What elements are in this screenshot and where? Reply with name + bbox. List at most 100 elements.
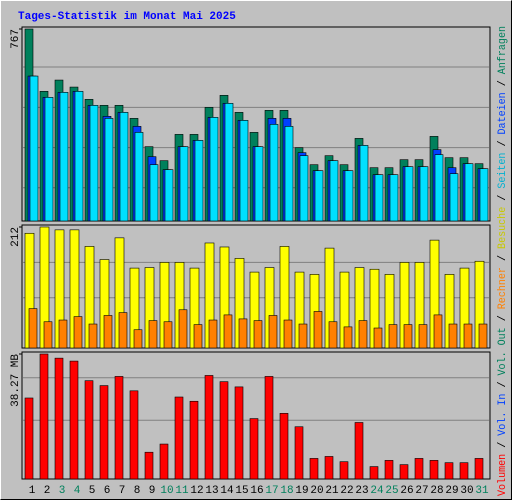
x-tick-label: 2 [44, 485, 51, 497]
bar [279, 413, 289, 480]
bar [164, 169, 174, 222]
bar [414, 458, 424, 480]
bar [343, 326, 353, 349]
bar [104, 118, 114, 222]
y-tick-label: 38.27 MB [10, 354, 22, 407]
x-tick-label: 14 [220, 485, 234, 497]
bar [129, 390, 139, 480]
bar [444, 462, 454, 480]
bar [219, 381, 229, 480]
bar [58, 319, 68, 349]
bar [223, 314, 233, 349]
legend-entry: Dateien [497, 92, 509, 134]
bar [404, 166, 414, 222]
bar [24, 397, 34, 480]
legend-entry: Seiten [497, 153, 509, 189]
bar [133, 329, 143, 349]
bar [204, 375, 214, 480]
bar [314, 170, 324, 222]
bar [163, 321, 173, 349]
bar [59, 92, 69, 222]
bar [194, 140, 204, 222]
bar [134, 132, 144, 222]
bar [88, 323, 98, 349]
bar [373, 327, 383, 349]
x-tick-label: 12 [190, 485, 203, 497]
bar [174, 396, 184, 480]
x-tick-label: 30 [460, 485, 473, 497]
x-tick-label: 26 [400, 485, 413, 497]
bar [159, 443, 169, 480]
bar [28, 308, 38, 349]
legend-separator: / [497, 189, 509, 207]
bar [103, 315, 113, 349]
x-tick-label: 31 [475, 485, 489, 497]
legend-separator: / [497, 309, 509, 327]
x-tick-label: 29 [445, 485, 458, 497]
x-tick-label: 24 [370, 485, 384, 497]
bar [479, 168, 489, 222]
bar [269, 124, 279, 222]
bar [39, 353, 49, 480]
x-tick-label: 13 [205, 485, 218, 497]
x-tick-label: 7 [119, 485, 126, 497]
bar [238, 318, 248, 349]
x-tick-label: 21 [325, 485, 339, 497]
legend-separator: / [497, 375, 509, 393]
bar [209, 117, 219, 222]
bar [359, 145, 369, 222]
bar [73, 316, 83, 349]
bar [179, 146, 189, 222]
bar [193, 324, 203, 349]
bar [224, 103, 234, 222]
bar [329, 160, 339, 222]
x-tick-label: 11 [175, 485, 189, 497]
x-tick-label: 23 [355, 485, 368, 497]
bar [144, 451, 154, 480]
bar [429, 460, 439, 480]
bar [118, 312, 128, 349]
bar [74, 91, 84, 222]
bar [403, 324, 413, 349]
bar [283, 319, 293, 349]
x-tick-label: 10 [160, 485, 173, 497]
x-tick-label: 15 [235, 485, 248, 497]
bar [54, 357, 64, 480]
legend-separator: / [497, 134, 509, 152]
x-tick-label: 8 [134, 485, 141, 497]
bar [344, 170, 354, 222]
x-tick-label: 22 [340, 485, 353, 497]
y-tick-label: 767 [10, 29, 22, 49]
bar [234, 386, 244, 480]
bar [44, 97, 54, 222]
x-tick-label: 18 [280, 485, 293, 497]
x-tick-label: 28 [430, 485, 443, 497]
bar [434, 154, 444, 222]
bar [119, 112, 129, 222]
bar [384, 460, 394, 480]
bar [298, 323, 308, 349]
bar [299, 155, 309, 222]
legend-entry: Volumen [497, 454, 509, 496]
x-tick-label: 16 [250, 485, 263, 497]
x-tick-label: 5 [89, 485, 96, 497]
x-tick-label: 1 [29, 485, 36, 497]
bar [69, 360, 79, 480]
legend-separator: / [497, 436, 509, 454]
x-tick-label: 3 [59, 485, 66, 497]
bar [449, 173, 459, 222]
legend-entry: Vol. Out [497, 327, 509, 375]
legend: Volumen / Vol. In / Vol. Out / Rechner /… [497, 26, 509, 496]
bar [328, 321, 338, 349]
x-tick-label: 17 [265, 485, 278, 497]
bar [84, 380, 94, 480]
legend-entry: Rechner [497, 267, 509, 309]
bar [254, 146, 264, 222]
bar [114, 376, 124, 480]
x-tick-label: 27 [415, 485, 428, 497]
bar [208, 319, 218, 349]
bar [284, 126, 294, 222]
chart-title: Tages-Statistik im Monat Mai 2025 [18, 11, 236, 23]
bar [189, 400, 199, 480]
